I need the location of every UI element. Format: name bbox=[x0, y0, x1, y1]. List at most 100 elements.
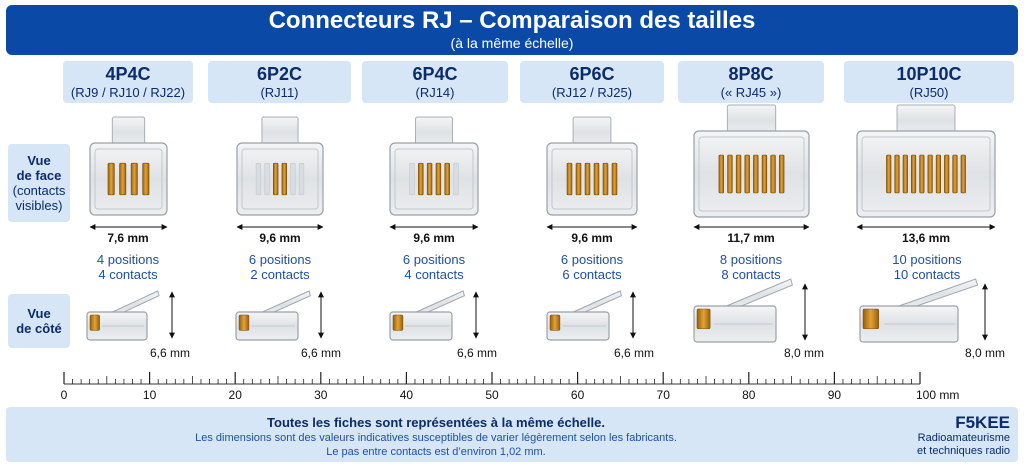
side-view-4p4c bbox=[86, 290, 160, 341]
empty-position bbox=[298, 162, 305, 196]
front-view-6p4c bbox=[389, 116, 479, 216]
caption-6p2c: 6 positions 2 contacts bbox=[215, 252, 345, 282]
footer-note-pitch: Le pas entre contacts est d’environ 1,02… bbox=[326, 446, 546, 458]
gold-contact bbox=[130, 162, 138, 196]
side-view-8p8c bbox=[693, 278, 793, 343]
plug-body bbox=[546, 142, 638, 216]
gold-contact bbox=[919, 154, 925, 194]
plug-body bbox=[856, 130, 996, 218]
page-subtitle: (à la même échelle) bbox=[450, 35, 574, 51]
gold-contact bbox=[779, 154, 785, 194]
caption-6p4c: 6 positions 4 contacts bbox=[369, 252, 499, 282]
side-view-10p10c bbox=[859, 278, 979, 343]
contacts-text: 10 contacts bbox=[893, 267, 961, 282]
plug-inner-frame bbox=[94, 148, 163, 210]
header-6p4c: 6P4C (RJ14) bbox=[362, 61, 508, 103]
plug-inner-frame bbox=[241, 148, 319, 210]
side-label-line2: de côté bbox=[16, 321, 62, 336]
page-title: Connecteurs RJ – Comparaison des tailles bbox=[268, 7, 756, 34]
ruler-label: 80 bbox=[742, 388, 756, 402]
caption-4p4c: 4 positions 4 contacts bbox=[63, 252, 193, 282]
connector-name: 6P6C bbox=[569, 64, 615, 84]
front-label-line2: de face bbox=[16, 168, 62, 183]
ruler-label: 50 bbox=[485, 388, 499, 402]
front-view-8p8c bbox=[693, 104, 810, 218]
caption-6p6c: 6 positions 6 contacts bbox=[527, 252, 657, 282]
gold-contact bbox=[927, 154, 933, 194]
contact-edge bbox=[238, 314, 250, 331]
gold-contact bbox=[142, 162, 150, 196]
gold-contact bbox=[611, 162, 618, 196]
gold-contact bbox=[593, 162, 600, 196]
plug-body bbox=[693, 130, 810, 218]
contacts-text: 4 contacts bbox=[404, 267, 464, 282]
connector-aliases: (RJ9 / RJ10 / RJ22) bbox=[70, 85, 186, 100]
front-label-line3: (contacts bbox=[12, 183, 66, 198]
plug-inner-frame bbox=[551, 148, 633, 210]
gold-contact bbox=[418, 162, 424, 196]
contacts-text: 2 contacts bbox=[250, 267, 310, 282]
side-view-6p6c bbox=[546, 290, 622, 341]
contact-edge bbox=[696, 308, 711, 330]
header-10p10c: 10P10C (RJ50) bbox=[844, 61, 1014, 103]
front-label-line4: visibles) bbox=[15, 198, 63, 213]
gold-contact bbox=[960, 154, 966, 194]
gold-contact bbox=[902, 154, 908, 194]
side-view-6p2c bbox=[235, 290, 311, 341]
empty-position bbox=[255, 162, 262, 196]
gold-contact bbox=[718, 154, 724, 194]
caption-8p8c: 8 positions 8 contacts bbox=[686, 252, 816, 282]
ruler-label: 20 bbox=[229, 388, 243, 402]
ruler-label: 30 bbox=[314, 388, 328, 402]
front-view-4p4c bbox=[89, 116, 168, 216]
side-view-label: Vue de côté bbox=[8, 294, 70, 348]
title-banner: Connecteurs RJ – Comparaison des tailles… bbox=[6, 5, 1018, 55]
brand-line2: et techniques radio bbox=[917, 445, 1010, 457]
plug-body bbox=[236, 142, 324, 216]
side-view-6p4c bbox=[389, 290, 465, 341]
gold-contact bbox=[886, 154, 892, 194]
contact-edge bbox=[862, 308, 879, 330]
gold-contact bbox=[273, 162, 279, 196]
brand-block: F5KEE Radioamateurisme et techniques rad… bbox=[917, 413, 1010, 458]
contact-edge bbox=[89, 314, 100, 331]
gold-contact bbox=[761, 154, 768, 194]
plug-body bbox=[89, 142, 168, 216]
plug-inner-frame bbox=[394, 148, 474, 210]
caption-10p10c: 10 positions 10 contacts bbox=[862, 252, 992, 282]
plug-inner-frame bbox=[698, 136, 805, 212]
connector-aliases: (RJ14) bbox=[415, 85, 455, 100]
ruler-label: 40 bbox=[400, 388, 414, 402]
ruler-label: 60 bbox=[571, 388, 585, 402]
height-label: 6,6 mm bbox=[457, 346, 497, 360]
width-label: 7,6 mm bbox=[107, 231, 148, 245]
width-label: 9,6 mm bbox=[571, 231, 612, 245]
height-label: 6,6 mm bbox=[301, 346, 341, 360]
gold-contact bbox=[935, 154, 941, 194]
gold-contact bbox=[435, 162, 442, 196]
connector-aliases: (RJ11) bbox=[260, 85, 299, 100]
gold-contact bbox=[281, 162, 287, 196]
empty-position bbox=[409, 162, 415, 196]
gold-contact bbox=[584, 162, 591, 196]
contacts-text: 8 contacts bbox=[721, 267, 781, 282]
gold-contact bbox=[770, 154, 776, 194]
connector-name: 10P10C bbox=[896, 64, 962, 84]
footer-main-note: Toutes les fiches sont représentées à la… bbox=[267, 415, 605, 430]
front-view-6p2c bbox=[236, 116, 324, 216]
gold-contact bbox=[944, 154, 950, 194]
footer: Toutes les fiches sont représentées à la… bbox=[6, 407, 1018, 462]
connector-name: 8P8C bbox=[728, 64, 774, 84]
front-view-6p6c bbox=[546, 116, 638, 216]
width-label: 9,6 mm bbox=[413, 231, 454, 245]
brand-name: F5KEE bbox=[955, 413, 1010, 432]
front-view-label: Vue de face (contacts visibles) bbox=[8, 144, 70, 222]
gold-contact bbox=[575, 162, 582, 196]
ruler-label: 0 bbox=[61, 388, 68, 402]
gold-contact bbox=[894, 154, 900, 194]
connector-name: 6P4C bbox=[412, 64, 458, 84]
gold-contact bbox=[444, 162, 450, 196]
contacts-text: 6 contacts bbox=[562, 267, 622, 282]
ruler-label: 70 bbox=[657, 388, 671, 402]
